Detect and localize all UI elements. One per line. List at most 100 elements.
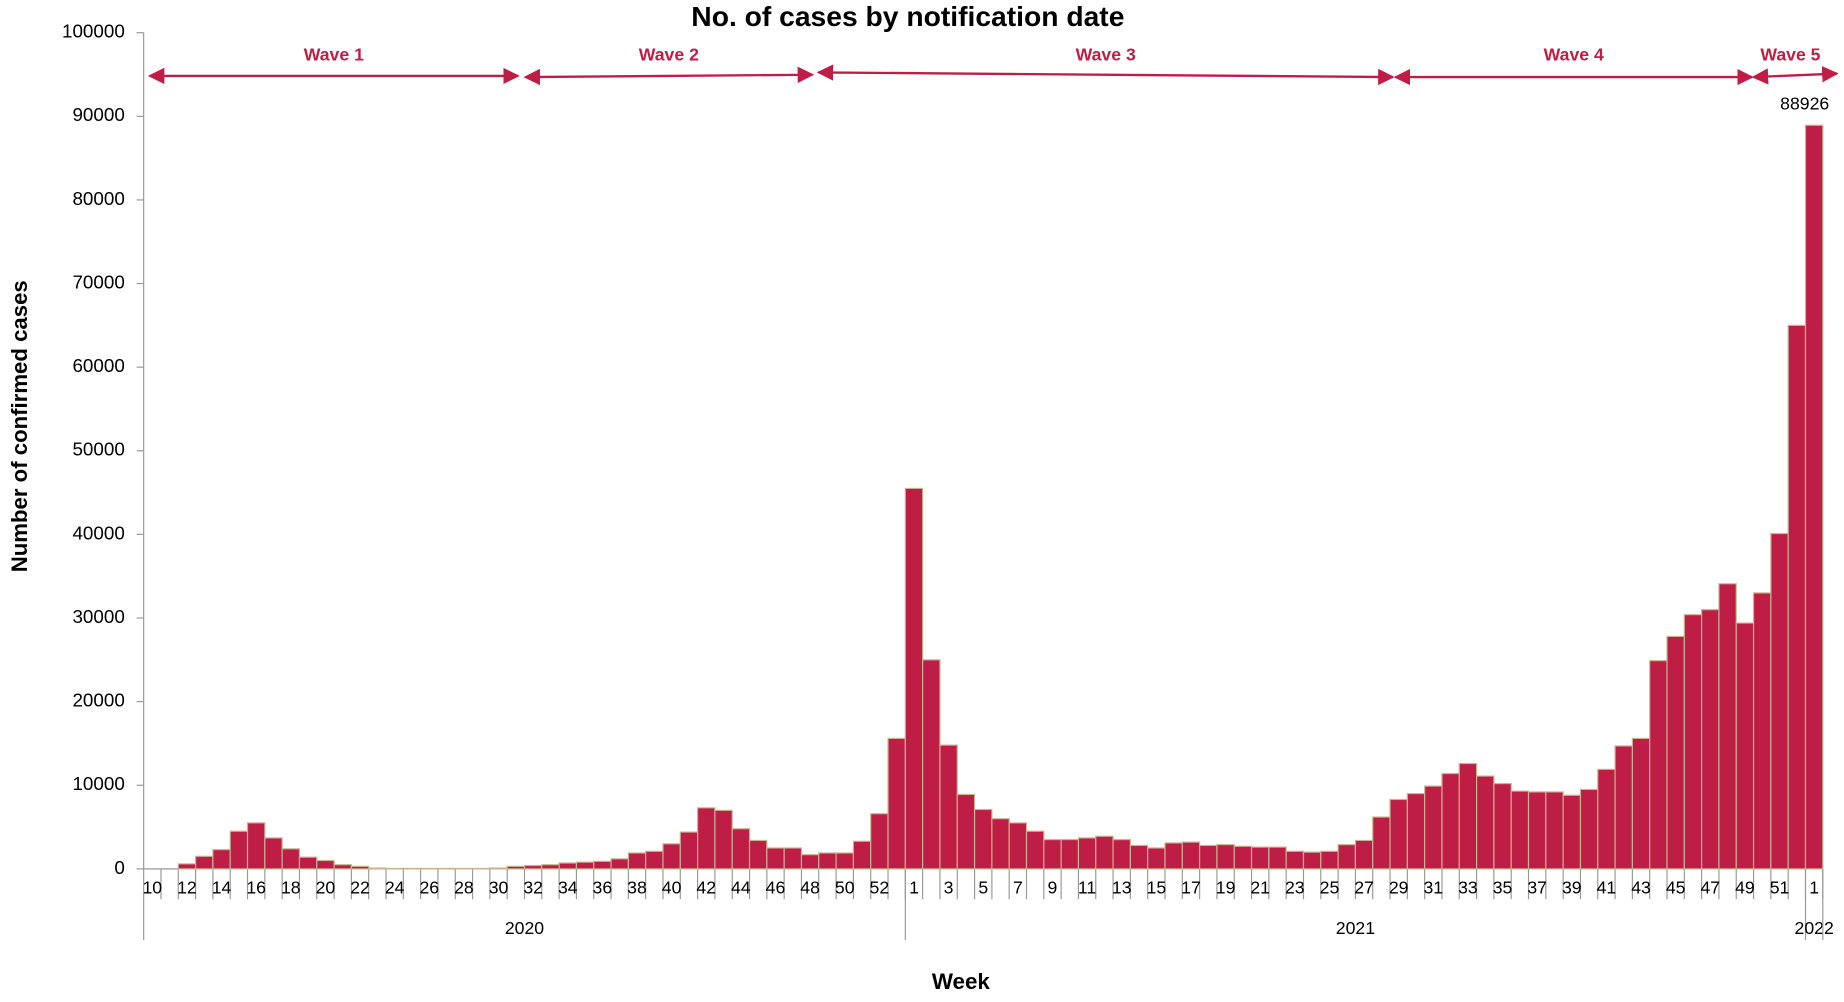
x-tick-label: 52 xyxy=(870,877,890,897)
x-tick-label: 25 xyxy=(1320,877,1340,897)
x-tick-label: 44 xyxy=(731,877,751,897)
data-label: 88926 xyxy=(1780,94,1829,114)
year-label: 2020 xyxy=(505,918,544,938)
bar xyxy=(973,808,993,870)
x-axis-label: Week xyxy=(932,969,991,994)
bar xyxy=(852,840,872,870)
bar xyxy=(662,843,681,870)
x-tick-label: 28 xyxy=(454,877,474,897)
y-tick-label: 50000 xyxy=(72,439,124,460)
x-tick-label: 48 xyxy=(800,877,820,897)
chart-title: No. of cases by notification date xyxy=(691,1,1124,32)
x-tick-label: 5 xyxy=(978,877,988,897)
bar xyxy=(1597,768,1616,870)
bar xyxy=(1770,532,1789,870)
x-tick-label: 1 xyxy=(909,877,919,897)
y-tick-label: 60000 xyxy=(72,355,124,376)
wave-label: Wave 2 xyxy=(639,45,699,65)
x-tick-label: 11 xyxy=(1078,877,1096,897)
bar xyxy=(298,856,318,870)
bar xyxy=(523,864,543,870)
x-tick-label: 23 xyxy=(1285,877,1305,897)
y-tick-label: 70000 xyxy=(72,272,124,293)
y-tick-label: 90000 xyxy=(72,104,124,125)
bar xyxy=(541,864,560,870)
x-tick-label: 10 xyxy=(142,877,162,897)
bar xyxy=(1545,791,1564,870)
bar xyxy=(212,849,231,870)
x-tick-label: 41 xyxy=(1597,877,1617,897)
y-tick-label: 20000 xyxy=(72,690,124,711)
x-tick-label: 49 xyxy=(1735,877,1755,897)
bar xyxy=(714,809,733,870)
bar xyxy=(1354,839,1374,870)
bar xyxy=(1579,788,1599,870)
bar xyxy=(1406,793,1426,870)
bar xyxy=(1372,816,1391,870)
bar xyxy=(1389,798,1408,870)
x-tick-label: 51 xyxy=(1770,877,1790,897)
wave-label: Wave 1 xyxy=(304,45,364,65)
bar xyxy=(991,818,1010,870)
bar xyxy=(1285,850,1305,870)
bar xyxy=(887,737,906,870)
x-tick-label: 33 xyxy=(1458,877,1478,897)
bar xyxy=(1527,791,1547,870)
x-tick-label: 1 xyxy=(1809,877,1819,897)
bar xyxy=(1250,846,1270,870)
bar xyxy=(1060,839,1080,870)
bar xyxy=(1181,841,1201,870)
x-tick-label: 24 xyxy=(385,877,405,897)
bar xyxy=(1493,782,1512,870)
bar xyxy=(333,864,352,870)
bar xyxy=(281,848,301,870)
bar xyxy=(1787,324,1807,870)
bar xyxy=(1302,851,1322,870)
x-tick-label: 13 xyxy=(1112,877,1132,897)
x-tick-label: 46 xyxy=(766,877,786,897)
bar xyxy=(246,822,266,870)
bar xyxy=(575,861,595,870)
bar xyxy=(316,859,335,870)
y-tick-label: 10000 xyxy=(72,773,124,794)
x-tick-label: 3 xyxy=(944,877,954,897)
x-tick-label: 22 xyxy=(350,877,370,897)
bar xyxy=(1475,775,1495,870)
bar xyxy=(1337,844,1357,870)
bar xyxy=(800,854,820,870)
bar xyxy=(1683,614,1703,870)
bar xyxy=(1701,609,1720,870)
x-tick-label: 14 xyxy=(212,877,232,897)
bar xyxy=(1164,842,1183,870)
x-tick-label: 32 xyxy=(523,877,543,897)
bar xyxy=(748,839,768,870)
wave-label: Wave 5 xyxy=(1760,45,1820,65)
x-tick-label: 42 xyxy=(696,877,716,897)
bar xyxy=(1095,835,1114,870)
bar xyxy=(922,659,941,870)
bar xyxy=(904,487,924,870)
wave-arrow xyxy=(1751,66,1839,85)
x-tick-label: 19 xyxy=(1216,877,1236,897)
x-tick-label: 12 xyxy=(177,877,197,897)
bar xyxy=(1804,124,1824,870)
y-tick-label: 0 xyxy=(114,857,124,878)
x-tick-label: 38 xyxy=(627,877,647,897)
wave-label: Wave 3 xyxy=(1076,45,1136,65)
bar xyxy=(1649,660,1668,870)
bar xyxy=(489,867,508,870)
bar xyxy=(350,865,370,870)
bar xyxy=(1043,839,1062,870)
bar xyxy=(1268,846,1287,870)
bar xyxy=(679,831,699,870)
bar xyxy=(1199,844,1218,870)
bar xyxy=(1614,745,1633,870)
bar xyxy=(645,850,664,870)
bar xyxy=(1441,772,1460,870)
y-axis-label: Number of confirmed cases xyxy=(7,280,32,572)
bar xyxy=(956,793,976,870)
x-tick-label: 40 xyxy=(662,877,682,897)
year-label: 2021 xyxy=(1336,918,1375,938)
year-label: 2022 xyxy=(1795,918,1834,938)
